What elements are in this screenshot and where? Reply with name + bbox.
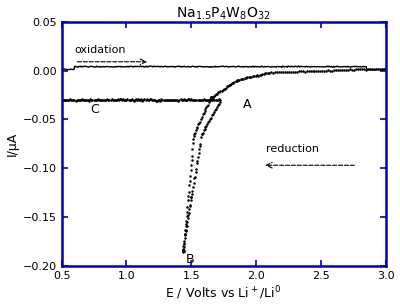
Text: A: A: [243, 98, 252, 111]
X-axis label: E / Volts vs Li$^+$/Li$^0$: E / Volts vs Li$^+$/Li$^0$: [166, 285, 282, 302]
Y-axis label: I/μA: I/μA: [6, 132, 18, 156]
Text: C: C: [90, 103, 99, 116]
Text: oxidation: oxidation: [75, 45, 126, 55]
Text: B: B: [186, 253, 194, 266]
Text: reduction: reduction: [266, 144, 320, 154]
Title: Na$_{1.5}$P$_4$W$_8$O$_{32}$: Na$_{1.5}$P$_4$W$_8$O$_{32}$: [176, 6, 271, 22]
